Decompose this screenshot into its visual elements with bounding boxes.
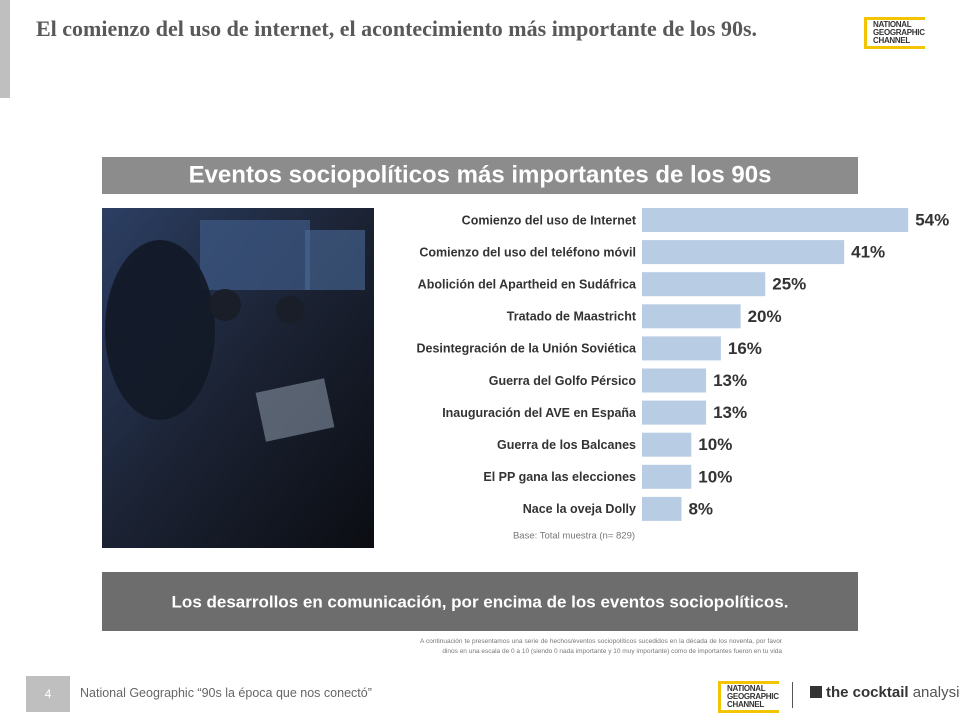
value-label: 20% [748,307,782,326]
footer-text: National Geographic “90s la época que no… [80,686,372,700]
natgeo-logo: NATIONAL GEOGRAPHIC CHANNEL [864,17,925,49]
value-label: 54% [915,210,949,229]
bar [642,432,692,457]
category-label: Guerra de los Balcanes [497,438,636,452]
logo-line: GEOGRAPHIC [727,692,779,701]
bar [642,336,721,361]
cocktail-logo: the cocktail analysis [810,684,960,701]
category-label: Comienzo del uso de Internet [462,213,637,227]
bar [642,304,741,329]
category-label: Inauguración del AVE en España [442,406,637,420]
page-number: 4 [26,676,70,712]
accent-bar [0,0,10,98]
bar [642,400,707,425]
value-label: 10% [698,435,732,454]
category-label: Tratado de Maastricht [507,310,637,324]
brand-sub: analysis [912,684,960,701]
category-label: Nace la oveja Dolly [523,502,636,516]
category-label: Guerra del Golfo Pérsico [489,374,637,388]
category-label: Desintegración de la Unión Soviética [416,342,637,356]
photo [102,208,374,548]
banner: Los desarrollos en comunicación, por enc… [172,592,789,611]
logo-line: NATIONAL [873,20,912,29]
chart-title-box [102,157,858,194]
bar [642,272,766,297]
bar [642,208,909,232]
category-label: El PP gana las elecciones [483,470,636,484]
logo-line: CHANNEL [873,36,911,45]
bar [642,240,845,265]
bar [642,368,707,393]
bar [642,464,692,489]
divider [792,682,793,708]
value-label: 13% [713,403,747,422]
brand-main: the cocktail [826,684,909,701]
value-label: 8% [688,499,713,518]
chart-title: Eventos sociopolíticos más importantes d… [189,161,772,188]
value-label: 25% [772,275,806,294]
natgeo-logo: NATIONAL GEOGRAPHIC CHANNEL [718,681,779,713]
logo-line: NATIONAL [727,684,766,693]
banner-box [102,572,858,631]
value-label: 41% [851,243,885,262]
value-label: 16% [728,339,762,358]
logo-icon [810,686,822,698]
footnote: A continuación te presentamos una serie … [420,638,782,655]
category-label: Comienzo del uso del teléfono móvil [419,245,636,259]
category-label: Abolición del Apartheid en Sudáfrica [418,277,637,291]
base-note: Base: Total muestra (n= 829) [513,531,635,542]
value-label: 10% [698,467,732,486]
bar [642,496,682,521]
logo-line: GEOGRAPHIC [873,28,925,37]
logo-line: CHANNEL [727,700,765,709]
value-label: 13% [713,371,747,390]
slide-title: El comienzo del uso de internet, el acon… [36,16,758,41]
